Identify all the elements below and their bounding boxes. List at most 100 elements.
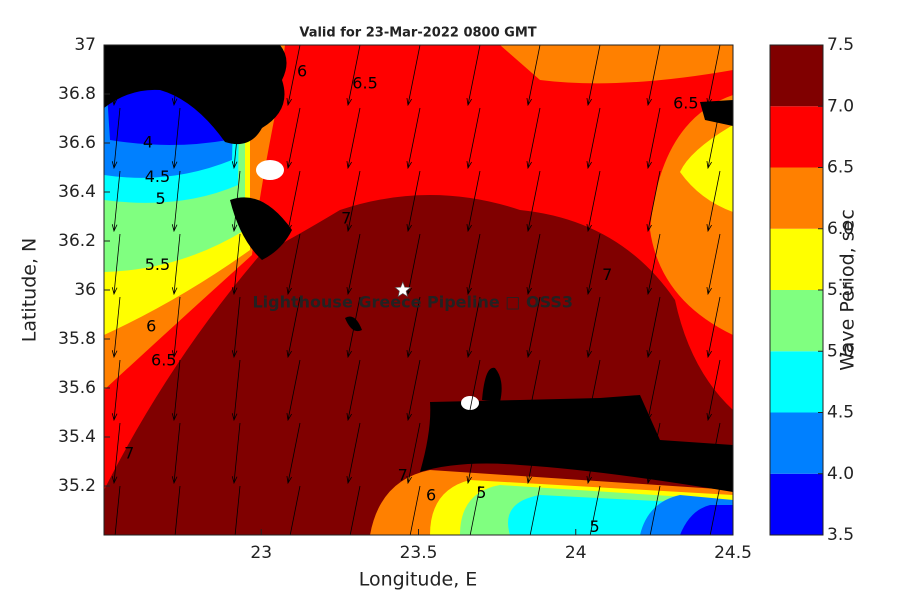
contour-label: 5.5 <box>145 255 170 274</box>
wave-arrow <box>231 359 241 422</box>
contour-label: 5 <box>590 517 600 536</box>
wave-arrow <box>346 170 361 233</box>
contour-label: 6 <box>297 61 307 80</box>
wave-arrow <box>526 233 541 296</box>
land-white <box>461 396 479 410</box>
wave-arrow <box>406 45 421 107</box>
wave-arrow <box>589 485 601 535</box>
wave-arrow <box>231 45 241 107</box>
colorbar-band <box>770 412 823 474</box>
wave-arrow <box>234 485 241 535</box>
wave-arrow <box>349 485 361 535</box>
contour-label: 4 <box>143 133 153 152</box>
contour-label: 6.5 <box>151 351 176 370</box>
y-tick-label: 36.8 <box>58 84 96 104</box>
y-axis-label: Latitude, N <box>19 238 41 343</box>
contour-label: 6.5 <box>352 74 377 93</box>
wave-arrow <box>286 359 301 422</box>
wave-arrow <box>346 296 361 359</box>
wave-arrow <box>586 170 601 233</box>
x-tick-label: 23.5 <box>400 543 438 563</box>
wave-arrow <box>111 359 121 422</box>
wave-arrow <box>111 45 121 107</box>
wave-arrow <box>231 422 241 485</box>
wave-arrow <box>706 359 721 422</box>
wave-arrow <box>466 422 481 485</box>
wave-arrow <box>586 359 601 422</box>
wave-arrow <box>346 359 361 422</box>
wave-arrow <box>586 296 601 359</box>
wave-arrow <box>466 107 481 170</box>
land <box>482 367 502 402</box>
colorbar-tick-label: 5.0 <box>827 341 854 361</box>
wave-arrow <box>286 45 301 107</box>
wave-arrow <box>111 422 121 485</box>
wave-arrow <box>346 107 361 170</box>
wave-arrow <box>346 422 361 485</box>
wave-arrow <box>706 45 721 107</box>
wave-arrow <box>526 170 541 233</box>
wave-arrow <box>406 422 421 485</box>
wave-arrow <box>466 45 481 107</box>
y-tick-label: 35.6 <box>58 378 96 398</box>
station-marker <box>394 281 412 298</box>
y-tick-label: 35.4 <box>58 427 96 447</box>
wave-arrow <box>529 485 541 535</box>
wave-arrow <box>171 107 181 170</box>
y-tick-label: 35.2 <box>58 476 96 496</box>
contour-label: 5 <box>156 189 166 208</box>
wave-arrow <box>646 107 661 170</box>
contour-label: 4.5 <box>145 167 170 186</box>
x-tick-label: 24 <box>565 543 587 563</box>
wave-arrow <box>586 422 601 485</box>
wave-arrow <box>646 233 661 296</box>
wave-field <box>104 45 733 535</box>
wave-arrow <box>406 107 421 170</box>
wave-arrow <box>346 233 361 296</box>
region-3.5-4 <box>680 505 733 535</box>
colorbar-band <box>770 290 823 352</box>
colorbar-band <box>770 351 823 413</box>
region-6-6.5 <box>500 45 733 84</box>
colorbar-band <box>770 228 823 290</box>
wave-arrow <box>526 359 541 422</box>
wave-arrow <box>171 233 181 296</box>
land <box>104 45 287 145</box>
contour-label: 6.5 <box>673 93 698 112</box>
wave-arrow <box>114 485 121 535</box>
wave-arrow <box>706 170 721 233</box>
wave-arrow <box>646 422 661 485</box>
y-tick-label: 36.6 <box>58 133 96 153</box>
colorbar-band <box>770 473 823 535</box>
wave-arrow <box>286 170 301 233</box>
chart-title: Valid for 23-Mar-2022 0800 GMT <box>299 26 536 41</box>
x-tick-label: 23 <box>250 543 272 563</box>
wave-arrow <box>409 485 421 535</box>
colorbar-tick-label: 5.5 <box>827 280 854 300</box>
land <box>230 197 292 260</box>
wave-arrow <box>646 170 661 233</box>
wave-arrow <box>649 485 661 535</box>
colorbar-tick-label: 4.5 <box>827 403 854 423</box>
wave-arrow <box>466 296 481 359</box>
contour-label: 6 <box>146 316 156 335</box>
colorbar-tick-label: 6.5 <box>827 158 854 178</box>
land <box>700 100 733 126</box>
wave-arrow <box>646 296 661 359</box>
colorbar-tick-label: 4.0 <box>827 464 854 484</box>
wave-arrow <box>526 45 541 107</box>
colorbar-tick-label: 7.0 <box>827 96 854 116</box>
wave-arrow <box>466 233 481 296</box>
wave-arrow <box>286 422 301 485</box>
wave-arrow <box>111 170 121 233</box>
contour-label: 7 <box>602 265 612 284</box>
wave-arrow <box>171 170 181 233</box>
wave-arrow <box>286 107 301 170</box>
region-5.5-6 <box>680 125 733 212</box>
wave-arrow <box>466 359 481 422</box>
land <box>345 316 362 332</box>
wave-arrow <box>171 296 181 359</box>
contour-label: 5 <box>476 483 486 502</box>
wave-arrow <box>526 422 541 485</box>
